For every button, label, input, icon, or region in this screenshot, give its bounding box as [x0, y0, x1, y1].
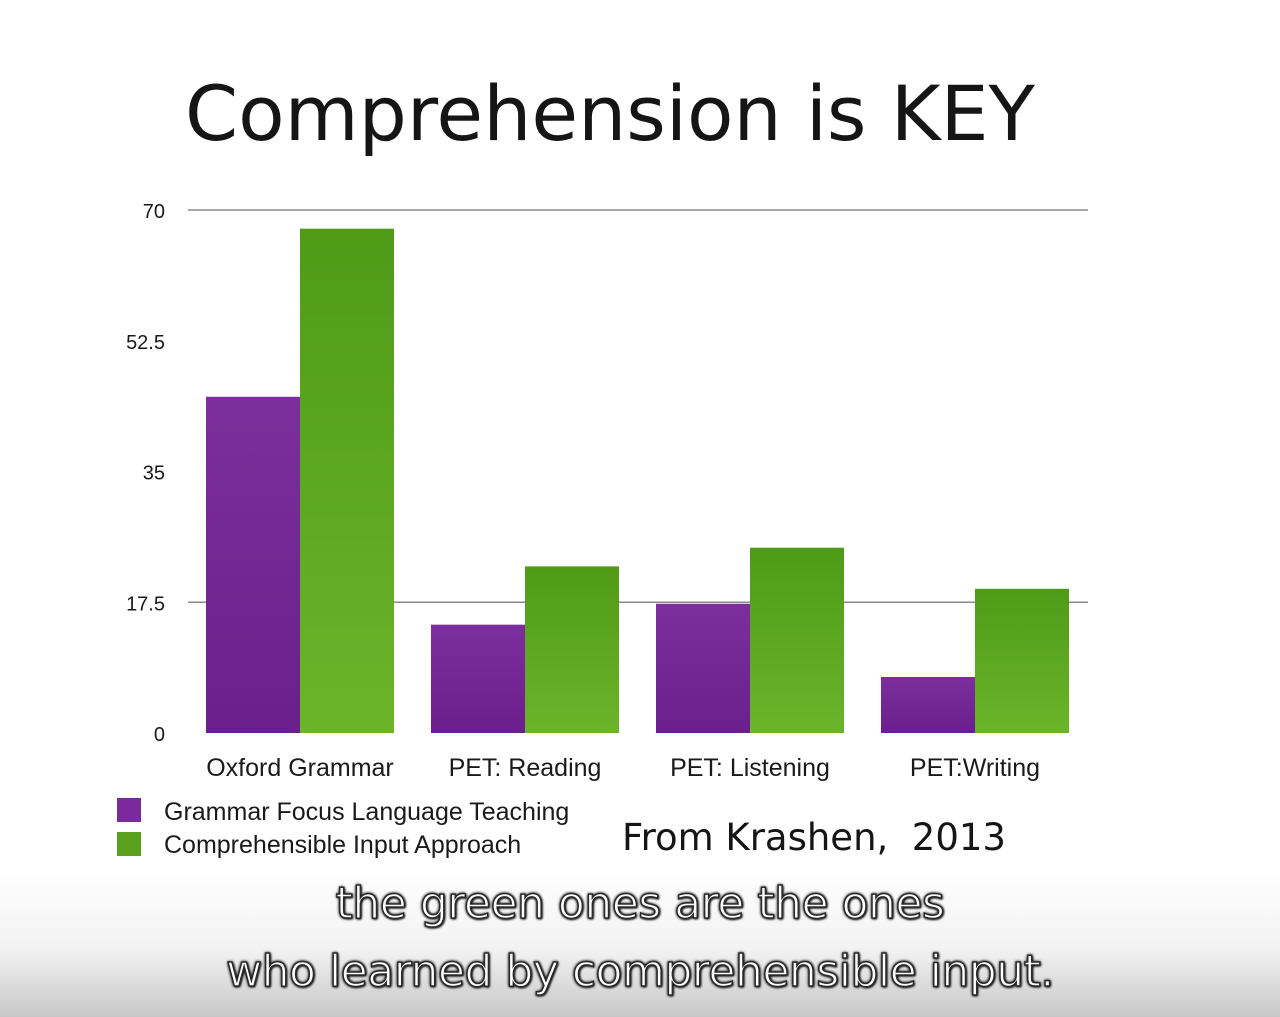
chart-title: Comprehension is KEY: [185, 69, 1036, 158]
legend-label-grammar: Grammar Focus Language Teaching: [164, 798, 569, 826]
subtitle-line-1: the green ones are the ones: [335, 878, 946, 929]
bar-grammar-focus: [206, 396, 300, 733]
x-tick-label: Oxford Grammar: [206, 754, 394, 782]
source-annotation: From Krashen, 2013: [622, 816, 1006, 859]
x-tick-label: PET:Writing: [910, 754, 1040, 782]
bar-grammar-focus: [881, 676, 975, 733]
bar-grammar-focus: [431, 624, 525, 733]
x-tick-label: PET: Listening: [670, 754, 830, 782]
bar-comprehensible-input: [975, 588, 1069, 733]
bar-comprehensible-input: [300, 228, 394, 733]
y-tick-label: 0: [154, 724, 165, 746]
legend-swatch-grammar: [117, 798, 141, 822]
subtitle-line-2: who learned by comprehensible input.: [225, 946, 1055, 997]
x-tick-label: PET: Reading: [449, 754, 602, 782]
y-tick-label: 52.5: [126, 332, 165, 354]
y-tick-label: 35: [143, 463, 165, 485]
legend: Grammar Focus Language Teaching Comprehe…: [117, 798, 569, 859]
legend-swatch-comprehensible: [117, 832, 141, 856]
legend-label-comprehensible: Comprehensible Input Approach: [164, 831, 521, 859]
y-tick-label: 17.5: [126, 593, 165, 615]
y-tick-label: 70: [143, 201, 165, 223]
x-axis-tick-labels: Oxford Grammar PET: Reading PET: Listening…: [206, 754, 1040, 782]
bar-comprehensible-input: [525, 566, 619, 733]
bar-grammar-focus: [656, 603, 750, 733]
y-axis-tick-labels: 0 17.5 35 52.5 70: [126, 201, 165, 746]
bars: [206, 228, 1069, 733]
bar-comprehensible-input: [750, 547, 844, 733]
